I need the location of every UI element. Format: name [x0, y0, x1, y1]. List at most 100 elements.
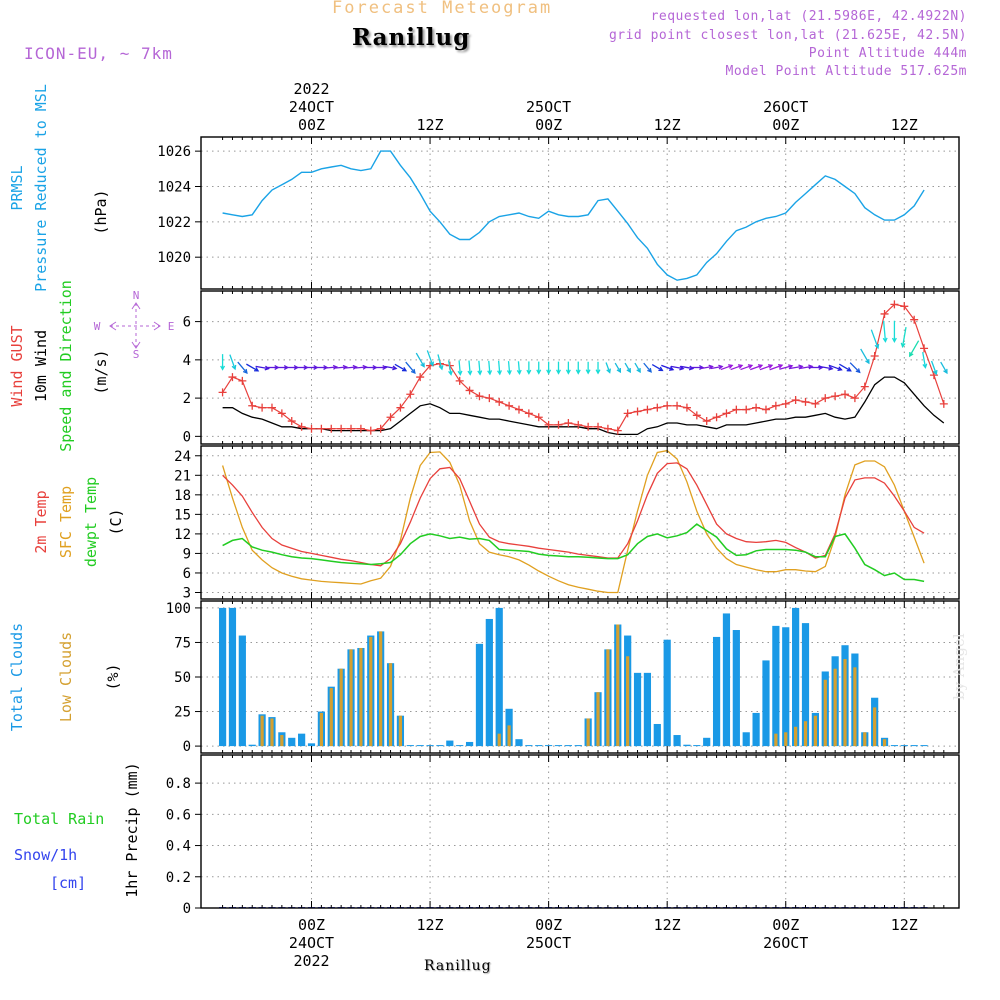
low-cloud-bar [794, 726, 798, 747]
wind-arrow-head [332, 364, 339, 370]
wind-arrow-head [865, 359, 870, 365]
total-cloud-bar [643, 672, 652, 747]
compass-n: N [133, 289, 140, 302]
wind-arrow [849, 362, 861, 373]
gust-marker [258, 403, 267, 412]
total-cloud-bar [752, 712, 760, 747]
gust-marker [455, 376, 464, 385]
total-cloud-bar [456, 745, 464, 747]
temperature-ytick-label: 15 [174, 507, 191, 523]
wind-arrow [670, 365, 684, 370]
pressure-ytick-label: 1026 [157, 144, 191, 160]
wind-arrow-head [487, 370, 493, 376]
gust-marker [673, 401, 682, 410]
gust-marker [327, 424, 336, 433]
wind-arrow-head [556, 369, 561, 375]
gust-marker [821, 394, 830, 403]
total-cloud-bar [545, 745, 553, 747]
wind-arrow-head [647, 367, 652, 373]
temperature-axis-label: dewpt Temp [82, 477, 100, 567]
wind-arrow-head [565, 369, 571, 375]
total-cloud-bar [248, 744, 256, 747]
wind-arrow [605, 362, 611, 373]
gust-marker [761, 405, 770, 414]
low-cloud-bar [803, 721, 808, 747]
total-cloud-bar [218, 607, 227, 747]
low-cloud-bar [329, 688, 333, 747]
low-cloud-bar [339, 668, 343, 747]
bottom-time-label: 00Z [298, 916, 325, 934]
compass-w: W [94, 320, 101, 333]
total-cloud-bar [238, 635, 246, 747]
gust-marker [416, 373, 425, 382]
clouds-ytick-label: 75 [174, 635, 191, 651]
gust-marker [564, 418, 573, 427]
wind-arrow [614, 362, 621, 373]
gust-marker [534, 413, 543, 422]
bottom-time-label: 24OCT [289, 934, 334, 952]
precip-frame [200, 754, 960, 909]
wind-arrow [394, 363, 407, 372]
wind-arrow-head [737, 364, 744, 369]
total-cloud-bar [525, 745, 533, 747]
low-cloud-bar [873, 707, 877, 747]
pressure-frame [200, 136, 960, 290]
wind-arrow-head [626, 367, 631, 374]
pressure-axis-label: PRMSL [8, 165, 26, 210]
wind-arrow [818, 365, 833, 370]
pressure-axis-label: Pressure Reduced to MSL [32, 84, 50, 292]
gust-marker [633, 407, 642, 416]
compass-arrow-w [109, 321, 117, 331]
total-cloud-bar [446, 740, 454, 747]
total-cloud-bar [762, 660, 770, 747]
wind-arrow-head [231, 364, 237, 371]
wind-arrow [517, 361, 521, 374]
temperature-ytick-label: 12 [174, 527, 191, 543]
precip-ytick-label: 0.2 [166, 870, 191, 886]
gust-marker [841, 390, 850, 399]
wind-arrow-head [658, 366, 664, 372]
wind-arrow-head [392, 365, 398, 371]
grid-point-coords: grid point closest lon,lat (21.625E, 42.… [608, 28, 967, 43]
wind-arrow [507, 361, 511, 374]
wind-axis-label: Wind GUST [8, 325, 26, 406]
total-cloud-bar [436, 745, 444, 747]
wind-arrow [839, 363, 852, 372]
gust-marker [613, 426, 622, 435]
total-cloud-bar [801, 623, 810, 747]
wind-axis-label: (m/s) [92, 349, 110, 394]
wind-arrow [909, 340, 920, 357]
total-cloud-bar [653, 723, 661, 747]
wind-arrow [335, 366, 347, 369]
precip-left-label: Total Rain [14, 810, 104, 828]
wind-arrow [255, 365, 269, 370]
gust-marker [228, 373, 237, 382]
model-altitude: Model Point Altitude 517.625m [725, 64, 967, 79]
wind-arrow-head [242, 368, 248, 374]
gust-marker [890, 300, 899, 309]
wind-arrow [730, 364, 743, 371]
wind-arrow [828, 364, 842, 371]
wind-arrow-head [506, 369, 512, 376]
compass-s: S [133, 348, 140, 361]
wind-arrow-head [777, 364, 784, 369]
low-cloud-bar [280, 735, 284, 747]
total-cloud-bar [485, 618, 493, 747]
precip-ytick-label: 0.4 [166, 839, 191, 855]
model-label: ICON-EU, ~ 7km [24, 44, 173, 63]
gust-marker [663, 401, 672, 410]
pressure-ytick-label: 1024 [157, 179, 191, 195]
total-cloud-bar [703, 737, 711, 747]
total-cloud-bar [742, 732, 750, 747]
low-cloud-bar [863, 732, 867, 747]
gust-marker [297, 422, 306, 431]
wind-arrow [415, 352, 425, 367]
wind-arrow-head [747, 364, 754, 369]
low-cloud-bar [843, 659, 847, 747]
wind-arrow-head [516, 369, 522, 376]
gust-marker [702, 417, 711, 426]
gust-marker [910, 315, 919, 324]
gust-marker [307, 424, 316, 433]
wind-arrow-head [342, 364, 348, 370]
